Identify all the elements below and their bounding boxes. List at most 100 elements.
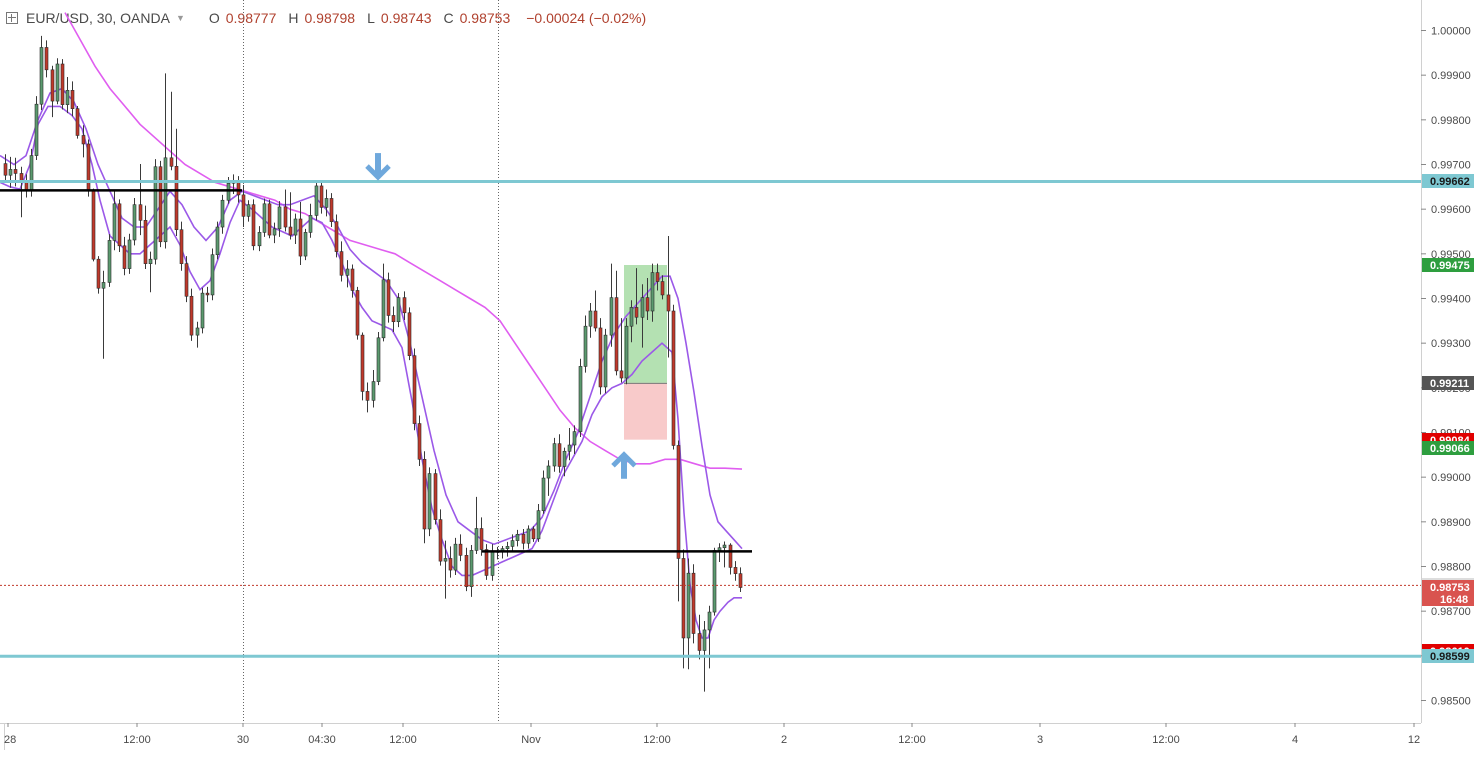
price-tag: 16:48: [1422, 592, 1474, 606]
time-tick-label: 4: [1292, 734, 1298, 746]
candle-body: [681, 558, 686, 639]
time-tick-label: 12:00: [643, 734, 671, 746]
candle-body: [490, 551, 495, 576]
level-lines[interactable]: [0, 179, 1421, 658]
candle-body: [169, 157, 174, 167]
price-tick-label: 0.99600: [1431, 204, 1471, 216]
price-tick-label: 0.99000: [1431, 472, 1471, 484]
candle-body: [567, 444, 572, 452]
candle-body: [241, 194, 246, 217]
candle-body: [205, 292, 210, 296]
candle-body: [277, 206, 282, 230]
time-tick-label: 12:00: [1152, 734, 1180, 746]
candle-body: [148, 258, 153, 264]
candle-body: [184, 263, 189, 297]
candle-body: [676, 445, 681, 559]
candle-body: [427, 473, 432, 530]
candle-body: [552, 443, 557, 467]
candle-body: [143, 220, 148, 264]
candle-body: [81, 135, 86, 145]
time-tick-label: 12:00: [123, 734, 151, 746]
candle-body: [448, 558, 453, 571]
candle-body: [371, 381, 376, 401]
high-label: H: [288, 10, 299, 26]
candle-body: [417, 423, 422, 460]
arrows[interactable]: [365, 153, 637, 479]
arrow-down-icon[interactable]: [365, 153, 391, 181]
candle-body: [75, 108, 80, 136]
candle-body: [70, 90, 75, 109]
price-tick-label: 0.98800: [1431, 562, 1471, 574]
plot-area: [0, 0, 1422, 750]
price-tags: 0.996620.994750.992110.990840.990660.987…: [1422, 174, 1474, 663]
price-tag: 0.99475: [1422, 258, 1474, 272]
close-value: 0.98753: [459, 10, 511, 26]
candle-body: [96, 258, 101, 289]
expand-icon[interactable]: [6, 12, 18, 24]
candle-body: [319, 185, 324, 208]
candle-body: [562, 450, 567, 467]
candle-body: [443, 558, 448, 562]
candle-body: [153, 166, 158, 260]
open-label: O: [208, 10, 220, 26]
time-axis[interactable]: 28 12:00 30 04:30 12:00 Nov 12:00 2 12:00 3 12:00 4…: [4, 723, 1420, 746]
candle-body: [44, 47, 49, 71]
candle-body: [329, 198, 334, 222]
candle-body: [376, 337, 381, 382]
price-tick-label: 0.98700: [1431, 606, 1471, 618]
candle-body: [334, 221, 339, 252]
candle-body: [174, 165, 179, 231]
candle-body: [422, 458, 427, 530]
low-value: 0.98743: [380, 10, 432, 26]
candle-body: [707, 611, 712, 631]
candle-body: [402, 297, 407, 314]
candle-body: [541, 477, 546, 511]
candle-body: [339, 251, 344, 276]
price-tag-label: 0.99475: [1430, 260, 1470, 272]
symbol-label[interactable]: EUR/USD, 30, OANDA: [26, 10, 170, 26]
stop-loss-zone[interactable]: [624, 382, 667, 440]
price-tag: 0.99662: [1422, 174, 1474, 188]
candle-body: [158, 166, 163, 243]
candle-body: [458, 543, 463, 556]
price-tag-bg: [1422, 174, 1474, 188]
price-tick-label: 0.99400: [1431, 294, 1471, 306]
candle-body: [246, 204, 251, 217]
candle-body: [55, 63, 60, 102]
candle-body: [101, 282, 106, 289]
chart-header: EUR/USD, 30, OANDA ▼ O 0.98777 H 0.98798 L…: [6, 10, 646, 26]
candle-body: [60, 63, 65, 105]
candle-body: [531, 528, 536, 540]
candle-body: [526, 528, 531, 544]
chevron-down-icon[interactable]: ▼: [175, 13, 185, 23]
candle-body: [536, 510, 541, 540]
candle-body: [163, 157, 168, 243]
price-tag-bg: [1422, 580, 1474, 594]
candle-body: [91, 190, 96, 260]
candle-body: [117, 203, 122, 247]
candle-body: [438, 519, 443, 562]
position-box[interactable]: [624, 265, 667, 440]
candle-body: [728, 544, 733, 568]
candle-body: [588, 310, 593, 327]
candle-body: [112, 203, 117, 241]
time-tick-label: 04:30: [308, 734, 336, 746]
candle-body: [34, 103, 39, 156]
candle-body: [593, 310, 598, 329]
candle-body: [717, 547, 722, 551]
time-tick-label: 12:00: [898, 734, 926, 746]
candle-body: [396, 297, 401, 323]
candle-body: [13, 169, 18, 174]
candle-body: [226, 182, 231, 201]
arrow-up-icon[interactable]: [611, 451, 637, 479]
candle-body: [722, 544, 727, 549]
price-tag-label: 0.99662: [1430, 176, 1470, 188]
candle-body: [640, 297, 645, 318]
arrow-head: [365, 164, 391, 181]
candle-body: [288, 226, 293, 236]
candle-body: [505, 546, 510, 549]
price-tick-label: 0.99700: [1431, 160, 1471, 172]
time-tick-label: 28: [4, 734, 16, 746]
candle-body: [179, 229, 184, 264]
